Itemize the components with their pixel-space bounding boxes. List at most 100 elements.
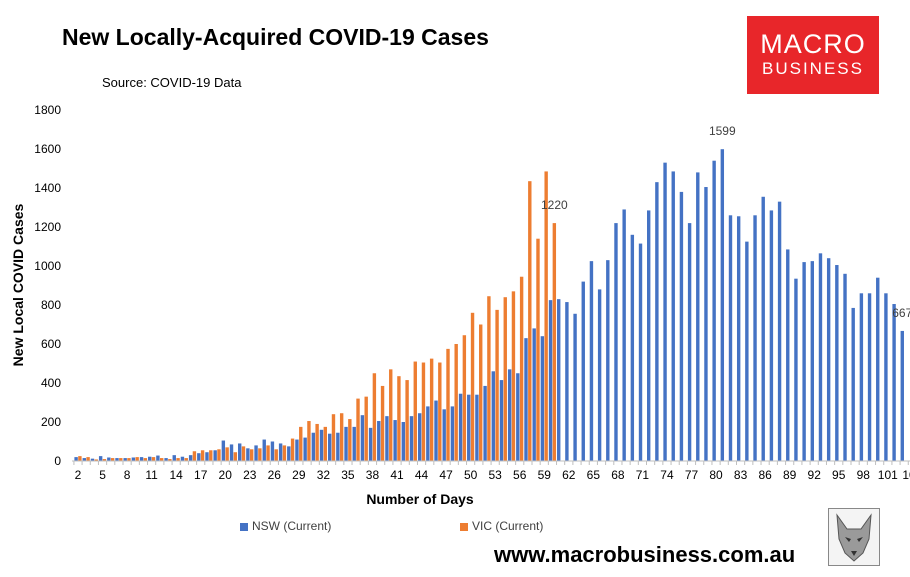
vic-bar — [102, 459, 107, 461]
vic-bar — [438, 362, 442, 461]
x-tick-label: 83 — [734, 468, 748, 482]
nsw-bar — [287, 446, 291, 461]
vic-bar — [380, 385, 385, 461]
vic-bar — [274, 449, 278, 461]
x-tick-label: 53 — [489, 468, 503, 482]
vic-bar — [429, 358, 434, 461]
nsw-bar — [205, 452, 209, 461]
vic-bar — [143, 458, 148, 461]
nsw-bar — [647, 210, 651, 461]
vic-bar — [462, 335, 467, 461]
legend-item-nsw: NSW (Current) — [240, 519, 331, 533]
vic-bar — [151, 457, 156, 461]
nsw-bar — [884, 293, 888, 461]
nsw-bar — [761, 196, 765, 461]
vic-bar — [266, 445, 270, 461]
nsw-bar — [573, 313, 577, 461]
vic-bar — [299, 426, 303, 461]
vic-bar — [454, 344, 458, 461]
nsw-bar — [540, 336, 545, 461]
vic-bar — [536, 238, 540, 461]
nsw-bar — [818, 253, 823, 461]
y-axis-label: New Local COVID Cases — [10, 203, 26, 366]
legend-swatch-nsw — [240, 522, 248, 531]
nsw-bar — [597, 289, 602, 461]
nsw-bar — [810, 261, 814, 461]
nsw-bar — [614, 223, 618, 461]
nsw-bar — [238, 443, 242, 461]
nsw-bar — [450, 406, 455, 461]
nsw-bar — [442, 409, 446, 461]
nsw-bar — [139, 457, 144, 461]
wolf-badge-icon — [828, 508, 880, 566]
vic-bar — [511, 291, 516, 461]
vic-bar — [495, 309, 499, 461]
nsw-bar — [90, 458, 95, 461]
legend-swatch-vic — [460, 522, 468, 531]
nsw-bar — [434, 400, 438, 461]
nsw-bar — [499, 380, 504, 461]
nsw-bar — [720, 149, 725, 461]
vic-bar — [487, 296, 491, 461]
x-axis: 2 5 8 11 14 17 20 23 26 29 32 35 38 41 44 47 50 53 56 59 62 6… — [73, 461, 910, 482]
nsw-bar — [565, 302, 569, 461]
nsw-bar — [835, 265, 839, 461]
vic-bar — [446, 348, 450, 461]
vic-bar — [405, 380, 409, 461]
nsw-bar — [123, 458, 127, 461]
vic-bar — [364, 396, 368, 461]
vic-bar — [552, 223, 557, 461]
y-tick-label: 800 — [41, 298, 61, 312]
vic-bar — [94, 459, 98, 461]
x-tick-label: 104 — [902, 468, 910, 482]
nsw-bar — [802, 262, 806, 461]
nsw-bar — [638, 243, 643, 461]
nsw-bar — [295, 439, 299, 461]
nsw-bar — [524, 338, 528, 461]
legend-label-vic: VIC (Current) — [472, 519, 544, 533]
nsw-bar — [475, 394, 479, 461]
x-tick-label: 98 — [857, 468, 871, 482]
nsw-bar — [655, 182, 659, 461]
x-tick-label: 29 — [292, 468, 306, 482]
nsw-bar — [728, 215, 733, 461]
vic-bar — [78, 456, 82, 461]
vic-bar — [470, 312, 475, 461]
vic-bar — [339, 413, 344, 461]
nsw-bar — [352, 426, 356, 461]
nsw-bar — [753, 215, 757, 461]
vic-bar — [389, 369, 393, 461]
nsw-bar — [606, 260, 610, 461]
y-tick-label: 200 — [41, 415, 61, 429]
vic-bar — [421, 362, 426, 461]
x-tick-label: 47 — [439, 468, 453, 482]
nsw-bar — [696, 172, 700, 461]
y-tick-label: 1000 — [34, 259, 61, 273]
nsw-bar — [630, 234, 635, 461]
nsw-bar — [156, 455, 160, 461]
nsw-bar — [786, 249, 790, 461]
x-tick-label: 59 — [538, 468, 552, 482]
x-tick-label: 95 — [832, 468, 846, 482]
vic-bar — [200, 450, 205, 461]
nsw-bar — [319, 429, 324, 461]
x-tick-label: 14 — [169, 468, 183, 482]
vic-bar — [110, 458, 115, 461]
x-tick-label: 32 — [317, 468, 331, 482]
chart-subtitle: Source: COVID-19 Data — [102, 75, 242, 90]
nsw-bar — [246, 448, 250, 461]
nsw-bar — [197, 453, 201, 461]
data-labels: 1220 1599 667 — [541, 124, 910, 320]
x-tick-label: 35 — [341, 468, 355, 482]
nsw-bar — [426, 406, 430, 461]
x-tick-label: 17 — [194, 468, 208, 482]
x-tick-label: 41 — [390, 468, 404, 482]
x-tick-label: 65 — [587, 468, 601, 482]
vic-bar — [192, 451, 197, 461]
chart-title: New Locally-Acquired COVID-19 Cases — [62, 24, 489, 50]
nsw-bar — [188, 455, 193, 461]
nsw-bar — [516, 373, 520, 461]
nsw-bar — [679, 191, 684, 461]
nsw-bar — [74, 457, 78, 461]
vic-bar — [184, 458, 188, 461]
